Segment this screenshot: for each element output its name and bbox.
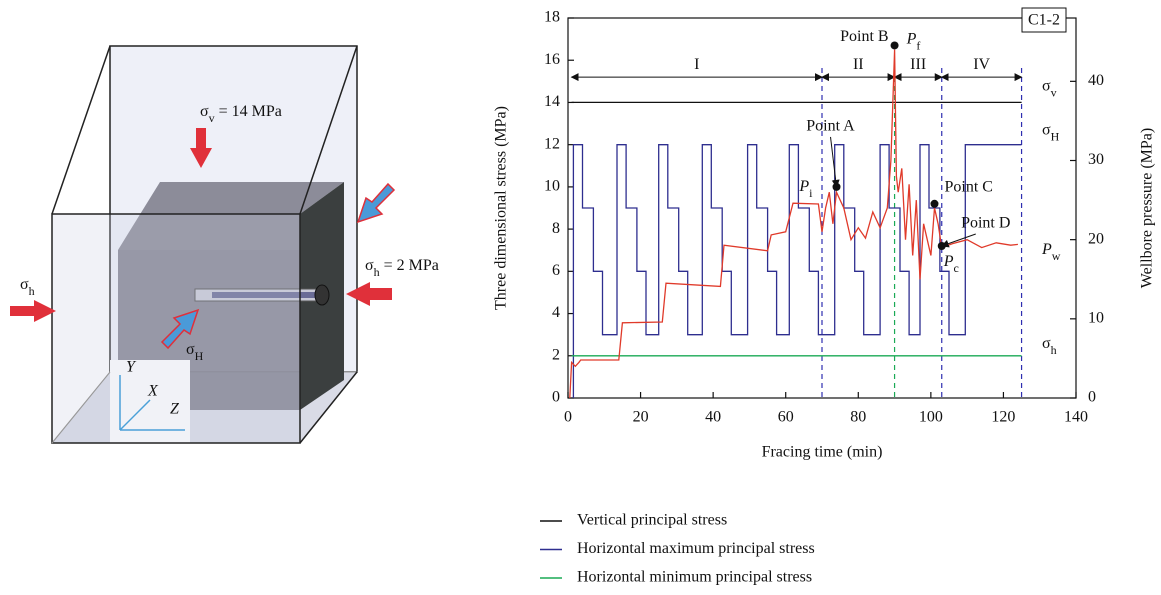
- y-tick-label: 16: [544, 51, 560, 68]
- y2-tick-label: 0: [1088, 389, 1096, 406]
- sigma-h-label: σh = 2 MPa: [365, 257, 439, 279]
- annotation-tag-text: P: [906, 30, 917, 47]
- series-end-label-sub: w: [1052, 249, 1061, 263]
- sigma-h-label-sub: h: [29, 284, 35, 298]
- x-tick-label: 40: [705, 409, 721, 426]
- box-diagram: [10, 45, 396, 444]
- y-tick-label: 10: [544, 178, 560, 195]
- block-top: [118, 182, 344, 250]
- sigma-h-label-text: σ: [20, 276, 29, 293]
- series-end-label: σh: [1042, 334, 1057, 356]
- annotation-label: Point A: [806, 118, 855, 135]
- wellbore-head: [314, 284, 330, 306]
- series-end-label-text: σ: [1042, 334, 1051, 351]
- series-end-label: Pw: [1041, 241, 1061, 263]
- annotation-tag-sub: i: [809, 186, 813, 200]
- y2-tick-label: 40: [1088, 72, 1104, 89]
- sigma-H-label-text: σ: [186, 341, 195, 358]
- y-tick-label: 8: [552, 220, 560, 237]
- annotation-tag-sub: f: [916, 38, 920, 52]
- axis-letter: Y: [126, 359, 137, 376]
- x-axis-title: Fracing time (min): [762, 444, 883, 461]
- coord-axes: [119, 375, 185, 431]
- force-arrows: [10, 128, 396, 350]
- stage-label: IV: [973, 56, 990, 73]
- stage-label: I: [694, 56, 699, 73]
- x-tick-label: 0: [564, 409, 572, 426]
- y-tick-label: 4: [552, 304, 560, 321]
- sigma-h-label-sub: h: [374, 265, 380, 279]
- sigma-v-label-sub: v: [209, 111, 215, 125]
- y-axis-title: Three dimensional stress (MPa): [493, 106, 510, 310]
- axis-letter: X: [147, 383, 159, 400]
- x-tick-label: 20: [633, 409, 649, 426]
- annotation-label: Point D: [961, 215, 1010, 232]
- badge: C1-2: [1028, 12, 1060, 29]
- stage-label: III: [910, 56, 926, 73]
- edge: [51, 45, 111, 215]
- annotation-tag: Pi: [798, 178, 813, 200]
- plot-frame: [567, 17, 1077, 399]
- series-end-label-sub: h: [1051, 343, 1057, 357]
- annotation-point: [930, 199, 939, 208]
- edge: [299, 371, 358, 444]
- series-end-label: σH: [1042, 121, 1060, 143]
- legend-label: Vertical principal stress: [577, 512, 727, 529]
- series-end-label: σv: [1042, 77, 1057, 99]
- y-tick-label: 2: [552, 346, 560, 363]
- annotation-arrow: [940, 233, 976, 248]
- y2-tick-label: 20: [1088, 230, 1104, 247]
- edge: [51, 371, 111, 444]
- annotation-tag: Pf: [906, 30, 921, 52]
- y2-axis-title: Wellbore pressure (MPa): [1139, 128, 1156, 288]
- y-tick-label: 18: [544, 9, 560, 26]
- series-line: [569, 49, 1018, 399]
- legend-label: Horizontal minimum principal stress: [577, 569, 812, 586]
- annotation-label: Point C: [944, 178, 992, 195]
- x-tick-label: 140: [1064, 409, 1088, 426]
- annotation-tag-text: P: [798, 178, 809, 195]
- sigma-v-label-rest: = 14 MPa: [215, 103, 282, 120]
- annotation-tag-text: P: [943, 253, 954, 270]
- x-tick-label: 60: [778, 409, 794, 426]
- annotation-label: Point B: [840, 28, 888, 45]
- edge: [299, 45, 358, 215]
- y-tick-label: 0: [552, 389, 560, 406]
- annotation-arrow: [830, 136, 840, 188]
- series-line: [572, 144, 1022, 398]
- sigma-h-label-text: σ: [365, 257, 374, 274]
- x-tick-label: 100: [919, 409, 943, 426]
- y-tick-label: 12: [544, 135, 560, 152]
- series-end-label-sub: v: [1051, 85, 1057, 99]
- x-tick-label: 120: [991, 409, 1015, 426]
- annotation-point: [890, 41, 899, 50]
- axis-letter: Z: [170, 401, 180, 418]
- x-tick-label: 80: [850, 409, 866, 426]
- wellbore-inner: [212, 292, 320, 298]
- sigma-v-label-text: σ: [200, 103, 209, 120]
- legend-label: Horizontal maximum principal stress: [577, 540, 815, 557]
- coord-bg: [110, 360, 190, 443]
- annotation-tag: Pc: [943, 253, 959, 275]
- series-end-label-text: P: [1041, 241, 1052, 258]
- stage-label: II: [853, 56, 864, 73]
- series-end-label-text: σ: [1042, 121, 1051, 138]
- series-end-label-sub: H: [1051, 129, 1060, 143]
- sigma-H-label: σH: [186, 341, 204, 363]
- y-tick-label: 14: [544, 93, 560, 110]
- sigma-h-label-rest: = 2 MPa: [380, 257, 439, 274]
- annotation-tag-sub: c: [954, 261, 959, 275]
- badge-box: [1021, 7, 1067, 33]
- sigma-v-label: σv = 14 MPa: [200, 103, 282, 125]
- y2-tick-label: 10: [1088, 310, 1104, 327]
- y2-tick-label: 30: [1088, 151, 1104, 168]
- sigma-h-label: σh: [20, 276, 35, 298]
- y-tick-label: 6: [552, 262, 560, 279]
- sigma-H-label-sub: H: [195, 349, 204, 363]
- series-end-label-text: σ: [1042, 77, 1051, 94]
